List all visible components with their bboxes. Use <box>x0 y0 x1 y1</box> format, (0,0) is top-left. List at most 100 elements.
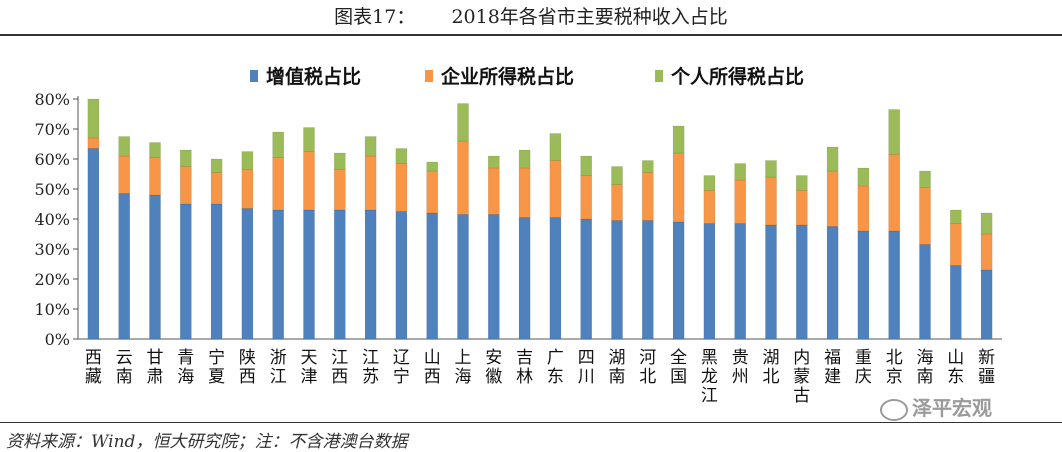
bar-segment <box>826 146 839 172</box>
x-tick-label: 重 <box>855 348 872 368</box>
bar-segment <box>857 230 870 340</box>
bar-segment <box>549 160 562 218</box>
bar-segment <box>87 98 100 139</box>
y-tick-label: 80% <box>34 90 70 109</box>
x-tick-label: 东 <box>547 367 564 387</box>
bar-segment <box>919 244 931 340</box>
x-tick-label: 山 <box>947 348 964 368</box>
legend-label: 增值税占比 <box>266 65 361 88</box>
bar-segment <box>518 167 531 218</box>
x-tick-label: 国 <box>670 367 687 387</box>
bar-segment <box>611 166 623 185</box>
x-tick-label: 江 <box>701 386 718 406</box>
bar-segment <box>180 203 192 340</box>
x-tick-label: 南 <box>609 367 626 387</box>
bar-segment <box>796 224 808 340</box>
x-tick-label: 湖 <box>763 348 780 368</box>
bar-segment <box>734 163 746 181</box>
bar-segment <box>611 220 623 340</box>
bar-segment <box>118 193 130 340</box>
x-tick-label: 西 <box>331 367 348 387</box>
x-tick-label: 川 <box>578 367 595 387</box>
x-tick-label: 龙 <box>701 367 718 387</box>
y-tick-label: 70% <box>34 120 70 139</box>
x-tick-label: 河 <box>639 348 656 368</box>
x-tick-label: 北 <box>763 367 780 387</box>
watermark: 泽平宏观 <box>880 392 992 421</box>
y-tick-label: 40% <box>34 210 70 229</box>
chart-title: 2018年各省市主要税种收入占比 <box>451 6 728 28</box>
bar-segment <box>395 148 408 164</box>
x-tick-label: 甘 <box>147 348 164 368</box>
bar-segment <box>210 203 223 340</box>
x-tick-label: 藏 <box>85 367 102 387</box>
bar-segment <box>241 151 254 170</box>
bar-segment <box>919 187 931 245</box>
x-tick-label: 浙 <box>270 348 287 368</box>
figure-label: 图表17： <box>334 6 416 28</box>
x-tick-label: 云 <box>116 348 133 368</box>
bar-segment <box>980 212 993 235</box>
bar-segment <box>149 157 161 196</box>
x-tick-label: 津 <box>301 367 318 387</box>
x-tick-label: 海 <box>917 348 934 368</box>
bar-segment <box>580 218 592 340</box>
x-tick-label: 南 <box>917 367 934 387</box>
x-tick-label: 上 <box>455 348 472 368</box>
x-tick-label: 西 <box>239 367 256 387</box>
x-tick-label: 北 <box>639 367 656 387</box>
x-tick-label: 东 <box>947 367 964 387</box>
x-tick-label: 肃 <box>147 367 164 387</box>
bar-segment <box>488 214 500 340</box>
y-tick-label: 20% <box>34 270 70 289</box>
x-tick-label: 江 <box>331 348 348 368</box>
bar-segment <box>87 148 100 340</box>
bar-segment <box>857 167 870 187</box>
x-tick-label: 内 <box>793 348 810 368</box>
x-tick-label: 江 <box>362 348 379 368</box>
x-tick-label: 京 <box>886 367 903 387</box>
bar-segment <box>180 149 192 167</box>
x-tick-label: 庆 <box>855 367 872 387</box>
x-tick-label: 苏 <box>362 367 379 387</box>
x-tick-label: 安 <box>485 348 502 368</box>
bar-segment <box>888 109 900 155</box>
bar-segment <box>488 167 500 215</box>
y-tick-label: 30% <box>34 240 70 259</box>
x-tick-label: 海 <box>455 367 472 387</box>
bar-segment <box>488 155 500 169</box>
x-tick-label: 新 <box>978 348 995 368</box>
x-tick-label: 广 <box>547 348 564 368</box>
bar-segment <box>980 269 993 340</box>
bar-segment <box>518 149 531 169</box>
x-tick-label: 全 <box>670 348 687 368</box>
bar-segment <box>950 209 962 224</box>
x-tick-label: 陕 <box>239 348 256 368</box>
bar-segment <box>426 161 438 172</box>
bar-segment <box>765 224 777 340</box>
x-tick-label: 建 <box>824 367 841 387</box>
bar-segment <box>303 209 315 340</box>
x-tick-label: 南 <box>116 367 133 387</box>
bar-segment <box>950 265 962 340</box>
bar-segment <box>334 209 346 340</box>
wechat-icon <box>880 398 908 421</box>
bar-segment <box>919 170 931 188</box>
stacked-bar-chart: 增值税占比 企业所得税占比 个人所得税占比 0% 10% 20% 30% 40% 50% 60% 7… <box>34 65 1002 406</box>
bar-segment <box>888 154 900 232</box>
x-tick-label: 吉 <box>516 348 533 368</box>
bar-segment <box>210 158 223 173</box>
x-tick-label: 州 <box>732 367 749 387</box>
watermark-text: 泽平宏观 <box>912 396 992 420</box>
x-tick-label: 北 <box>886 348 903 368</box>
x-tick-label: 宁 <box>393 367 410 387</box>
x-tick-label: 宁 <box>208 348 225 368</box>
bar-segment <box>826 170 839 227</box>
legend-swatch <box>425 70 433 82</box>
x-tick-label: 贵 <box>732 348 749 368</box>
bar-segment <box>241 169 254 209</box>
bar-segment <box>395 211 408 340</box>
x-tick-label: 辽 <box>393 348 410 368</box>
bar-segment <box>703 175 716 191</box>
x-tick-label: 徽 <box>485 367 502 387</box>
